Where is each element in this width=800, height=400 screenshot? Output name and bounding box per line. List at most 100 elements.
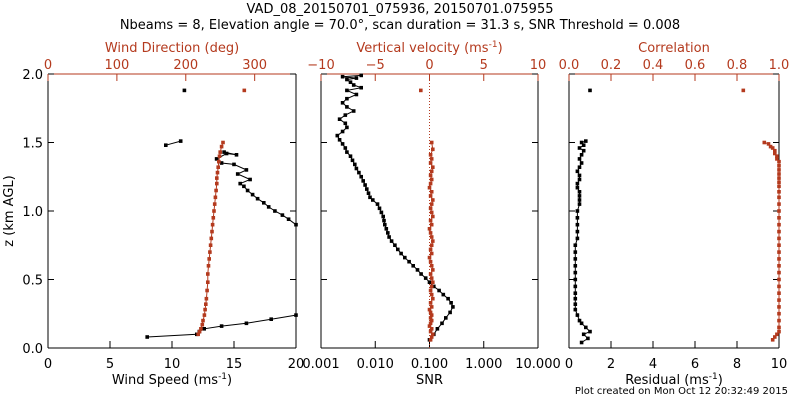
x-tick-label: 0 <box>44 357 52 372</box>
data-point <box>588 329 592 334</box>
top-tick-label: 200 <box>173 58 198 73</box>
data-point <box>201 318 205 323</box>
top-tick-label: 0 <box>425 58 433 73</box>
data-point <box>399 251 403 256</box>
data-point <box>588 88 592 93</box>
top-axis-label-text: Wind Direction (deg) <box>105 41 239 56</box>
x-tick-label: 0.010 <box>357 357 394 372</box>
data-point <box>766 142 771 146</box>
data-point <box>427 324 432 328</box>
data-point <box>777 180 781 184</box>
data-point <box>214 157 219 161</box>
data-point <box>573 291 578 295</box>
data-point <box>224 151 229 156</box>
top-axis-label-text: Correlation <box>638 41 710 56</box>
data-point <box>345 77 349 82</box>
data-point <box>250 192 255 197</box>
data-point <box>577 165 582 169</box>
data-point <box>575 216 580 220</box>
data-point <box>770 338 775 342</box>
data-point <box>245 188 250 193</box>
data-point <box>586 336 590 341</box>
y-tick-label: 1.0 <box>22 205 43 220</box>
data-point <box>207 257 211 261</box>
data-point <box>242 184 246 189</box>
data-point <box>269 317 273 321</box>
x-axis-label-sup: -1 <box>709 372 718 382</box>
data-point <box>429 284 434 289</box>
data-point <box>773 151 777 156</box>
data-point <box>428 316 433 320</box>
data-point <box>345 96 349 101</box>
figure-subtitle: Nbeams = 8, Elevation angle = 70.0°, sca… <box>119 18 681 33</box>
top-axis-label: Wind Direction (deg) <box>105 41 239 56</box>
data-point <box>340 74 345 79</box>
data-point <box>573 243 578 247</box>
data-point <box>579 161 584 165</box>
data-point <box>178 139 183 143</box>
data-point <box>428 161 433 165</box>
x-axis-label-text: SNR <box>416 373 443 388</box>
data-point <box>182 88 187 93</box>
data-point <box>221 140 225 145</box>
data-point <box>210 222 215 227</box>
data-point <box>244 168 249 172</box>
data-point <box>238 181 242 186</box>
x-tick-label: 20 <box>288 357 305 372</box>
data-point <box>429 327 434 331</box>
data-point <box>428 153 433 157</box>
data-point <box>577 202 582 206</box>
data-point <box>777 305 781 309</box>
data-point <box>286 217 291 221</box>
data-point <box>343 121 348 126</box>
data-point <box>575 236 580 241</box>
data-point <box>428 301 433 305</box>
data-point <box>197 329 202 334</box>
data-point <box>354 92 359 97</box>
data-point <box>423 276 428 280</box>
data-point <box>777 291 781 295</box>
data-point <box>579 140 584 145</box>
top-axis-label-end: ) <box>498 41 503 56</box>
data-point <box>573 284 578 289</box>
data-point <box>387 235 391 239</box>
data-point <box>206 272 210 276</box>
data-point <box>363 183 367 187</box>
data-point <box>777 325 781 330</box>
data-point <box>777 209 781 213</box>
data-point <box>164 143 168 147</box>
data-point <box>775 332 779 337</box>
data-point <box>573 302 578 306</box>
data-point <box>428 288 433 293</box>
data-point <box>777 243 781 247</box>
series-line <box>165 140 181 146</box>
data-point <box>211 216 216 220</box>
x-tick-label: 0.001 <box>302 357 339 372</box>
data-point <box>777 277 781 282</box>
data-point <box>204 296 209 301</box>
data-point <box>202 327 206 331</box>
data-point <box>575 313 580 317</box>
data-point <box>348 80 353 84</box>
data-point <box>427 255 432 260</box>
data-point <box>577 190 582 194</box>
data-point <box>573 270 578 275</box>
x-axis-label: SNR <box>416 373 443 388</box>
data-point <box>579 153 584 157</box>
residual-panel: 0 2 4 6 8 10 Residual (ms-1) 0.0 0.2 0.4 0.6 0.8 1.0… <box>559 41 790 388</box>
x-axis-label: Wind Speed (ms-1) <box>112 372 232 388</box>
data-point <box>222 150 226 154</box>
data-point <box>762 140 767 145</box>
data-point <box>431 214 435 219</box>
data-point <box>431 296 435 301</box>
data-point <box>203 307 207 312</box>
data-point <box>359 73 363 78</box>
data-point <box>359 85 363 90</box>
data-point <box>429 202 434 206</box>
x-tick-label: 0.100 <box>411 357 448 372</box>
data-point <box>343 146 348 150</box>
data-point <box>389 239 394 243</box>
data-point <box>777 236 781 241</box>
x-axis-label-end: ) <box>227 373 232 388</box>
data-point <box>451 305 455 309</box>
